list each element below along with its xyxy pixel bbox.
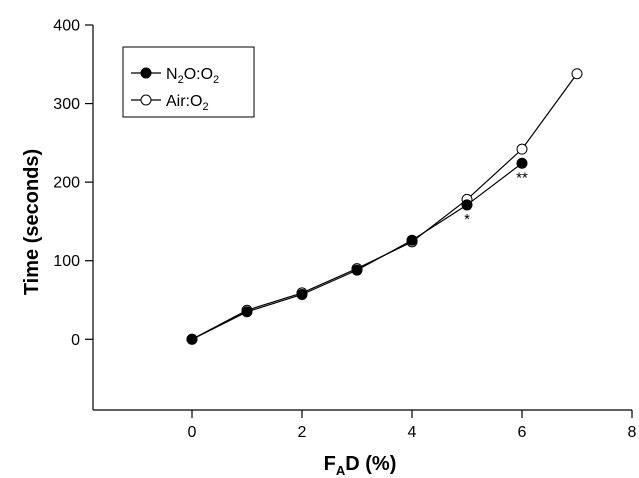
data-point-filled <box>351 264 363 276</box>
y-axis-title: Time (seconds) <box>21 149 43 295</box>
x-tick-label: 2 <box>298 424 307 441</box>
x-axis-title-main: F <box>324 453 336 475</box>
legend: N2O:O2 Air:O2 <box>122 46 255 118</box>
data-point-filled <box>406 234 418 246</box>
legend-label-air-o2: Air:O2 <box>166 93 209 113</box>
y-tick-label: 400 <box>53 18 80 35</box>
y-tick-label: 100 <box>53 253 80 270</box>
legend-marker-open <box>140 94 152 106</box>
x-tick-label: 8 <box>628 424 637 441</box>
significance-marker: * <box>464 211 470 228</box>
data-point-filled <box>186 333 198 345</box>
significance-marker: ** <box>516 169 528 186</box>
legend-marker-filled <box>140 67 152 79</box>
legend-item-air-o2: Air:O2 <box>131 93 209 113</box>
y-tick-label: 300 <box>53 96 80 113</box>
y-tick-label: 200 <box>53 175 80 192</box>
data-point-open <box>571 68 583 80</box>
data-point-open <box>516 143 528 155</box>
x-axis-title-rest: D (%) <box>345 453 396 475</box>
data-point-filled <box>296 289 308 300</box>
x-axis-title: FAD (%) <box>324 453 397 478</box>
axes: 0 100 200 300 400 0 2 4 6 8 <box>53 18 636 442</box>
y-tick-label: 0 <box>71 332 80 349</box>
data-point-filled <box>241 306 253 318</box>
x-tick-label: 6 <box>518 424 527 441</box>
legend-label-n2o-o2: N2O:O2 <box>166 66 219 86</box>
legend-item-n2o-o2: N2O:O2 <box>131 66 219 86</box>
data-point-filled <box>516 157 528 169</box>
series-layer <box>186 68 583 345</box>
x-tick-label: 4 <box>408 424 417 441</box>
data-point-filled <box>461 199 473 211</box>
x-axis-title-sub: A <box>336 463 346 478</box>
annotations: *** <box>464 169 528 228</box>
x-tick-label: 0 <box>188 424 197 441</box>
